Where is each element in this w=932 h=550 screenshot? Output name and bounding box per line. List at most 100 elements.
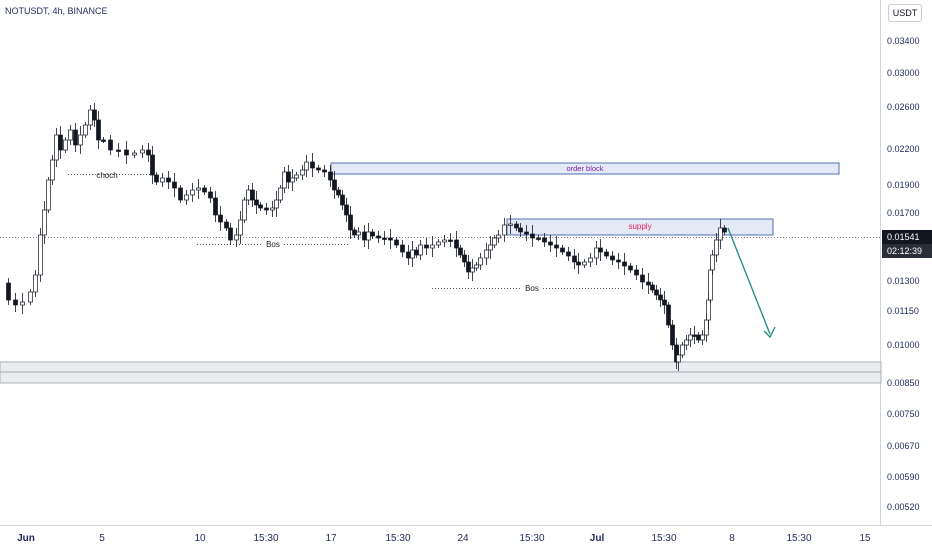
- candle-down: [332, 179, 337, 191]
- candle-down: [666, 304, 671, 326]
- projection-arrow[interactable]: [727, 227, 771, 335]
- candle-down: [542, 237, 547, 243]
- candle-up: [502, 224, 507, 236]
- time-tick-label: 15:30: [253, 533, 279, 544]
- price-tick-label: 0.01700: [887, 208, 920, 218]
- candle-up: [63, 139, 68, 151]
- candle-down: [376, 235, 381, 239]
- candle-down: [654, 289, 659, 296]
- candle-up: [676, 354, 681, 363]
- candle-down: [258, 204, 263, 209]
- candle-down: [58, 134, 63, 151]
- candle-up: [46, 179, 51, 211]
- candle-up: [700, 334, 705, 341]
- candle-down: [692, 334, 697, 337]
- candle-down: [604, 251, 609, 257]
- time-tick-label: 17: [325, 533, 337, 544]
- candle-down: [518, 227, 523, 233]
- candle-down: [370, 231, 375, 237]
- candle-down: [328, 171, 333, 181]
- candle-up: [20, 301, 25, 306]
- candle-down: [554, 244, 559, 249]
- demand-zone-lower[interactable]: [0, 371, 882, 384]
- candle-down: [154, 174, 159, 183]
- candle-up: [160, 177, 165, 183]
- candle-up: [140, 149, 145, 154]
- candle-down: [514, 223, 519, 229]
- candle-down: [92, 109, 97, 121]
- time-tick-label: 15:30: [385, 533, 411, 544]
- candle-down: [610, 255, 615, 261]
- time-tick-label: 5: [99, 533, 105, 544]
- order-block-label: order block: [566, 164, 603, 173]
- candle-down: [400, 244, 405, 253]
- time-tick-label: 24: [457, 533, 469, 544]
- candle-up: [436, 241, 441, 246]
- candle-up: [680, 344, 685, 356]
- candle-up: [290, 177, 295, 183]
- candle-down: [250, 189, 255, 201]
- candle-down: [454, 239, 459, 249]
- candle-down: [336, 189, 341, 196]
- candle-down: [264, 207, 269, 211]
- candle-up: [410, 249, 415, 259]
- candle-down: [208, 191, 213, 199]
- candle-up: [68, 129, 73, 141]
- candle-up: [496, 234, 501, 239]
- candle-up: [246, 189, 251, 201]
- candle-up: [88, 109, 93, 126]
- price-tick-label: 0.00520: [887, 502, 920, 512]
- candle-up: [54, 134, 59, 161]
- candle-down: [462, 254, 467, 263]
- candle-down: [572, 255, 577, 263]
- candle-up: [50, 159, 55, 181]
- candle-down: [316, 167, 321, 171]
- candle-down: [213, 197, 218, 216]
- candle-down: [166, 177, 171, 183]
- candle-down: [524, 231, 529, 235]
- currency-badge[interactable]: USDT: [888, 4, 922, 22]
- candle-up: [190, 189, 195, 196]
- supply-zone[interactable]: [506, 218, 774, 236]
- candle-down: [662, 299, 667, 306]
- order-block-zone[interactable]: [330, 162, 840, 175]
- candle-up: [356, 231, 361, 236]
- bos-label-2-bg: [521, 283, 543, 293]
- candle-up: [588, 257, 593, 263]
- candle-up: [418, 244, 423, 256]
- candle-down: [178, 187, 183, 201]
- candle-down: [424, 244, 429, 249]
- candle-up: [688, 334, 693, 341]
- candle-down: [466, 261, 471, 273]
- candle-down: [616, 259, 621, 263]
- symbol-title[interactable]: NOTUSDT, 4h, BINANCE: [5, 6, 108, 16]
- candle-down: [6, 282, 11, 301]
- time-tick-label: 15: [859, 533, 871, 544]
- candle-down: [146, 149, 151, 156]
- candle-down: [352, 229, 357, 236]
- candle-down: [73, 129, 78, 146]
- candle-down: [362, 231, 367, 241]
- price-tick-label: 0.01150: [887, 306, 919, 316]
- candle-up: [430, 244, 435, 249]
- candle-down: [150, 154, 155, 176]
- candle-up: [508, 223, 513, 226]
- price-tick-label: 0.00750: [887, 409, 920, 419]
- candle-down: [310, 161, 315, 169]
- candle-up: [33, 274, 38, 293]
- candle-up: [484, 249, 489, 259]
- time-tick-label: 8: [729, 533, 735, 544]
- price-tick-label: 0.02200: [887, 144, 920, 154]
- candle-up: [492, 237, 497, 246]
- demand-zone-upper[interactable]: [0, 361, 882, 373]
- choch-label: choch: [96, 171, 117, 180]
- candle-down: [566, 251, 571, 257]
- candle-down: [722, 227, 727, 233]
- supply-label: supply: [628, 222, 651, 231]
- candle-up: [238, 219, 243, 236]
- candle-up: [708, 269, 713, 301]
- candle-down: [646, 281, 651, 286]
- candle-down: [382, 237, 387, 240]
- candle-up: [83, 124, 88, 136]
